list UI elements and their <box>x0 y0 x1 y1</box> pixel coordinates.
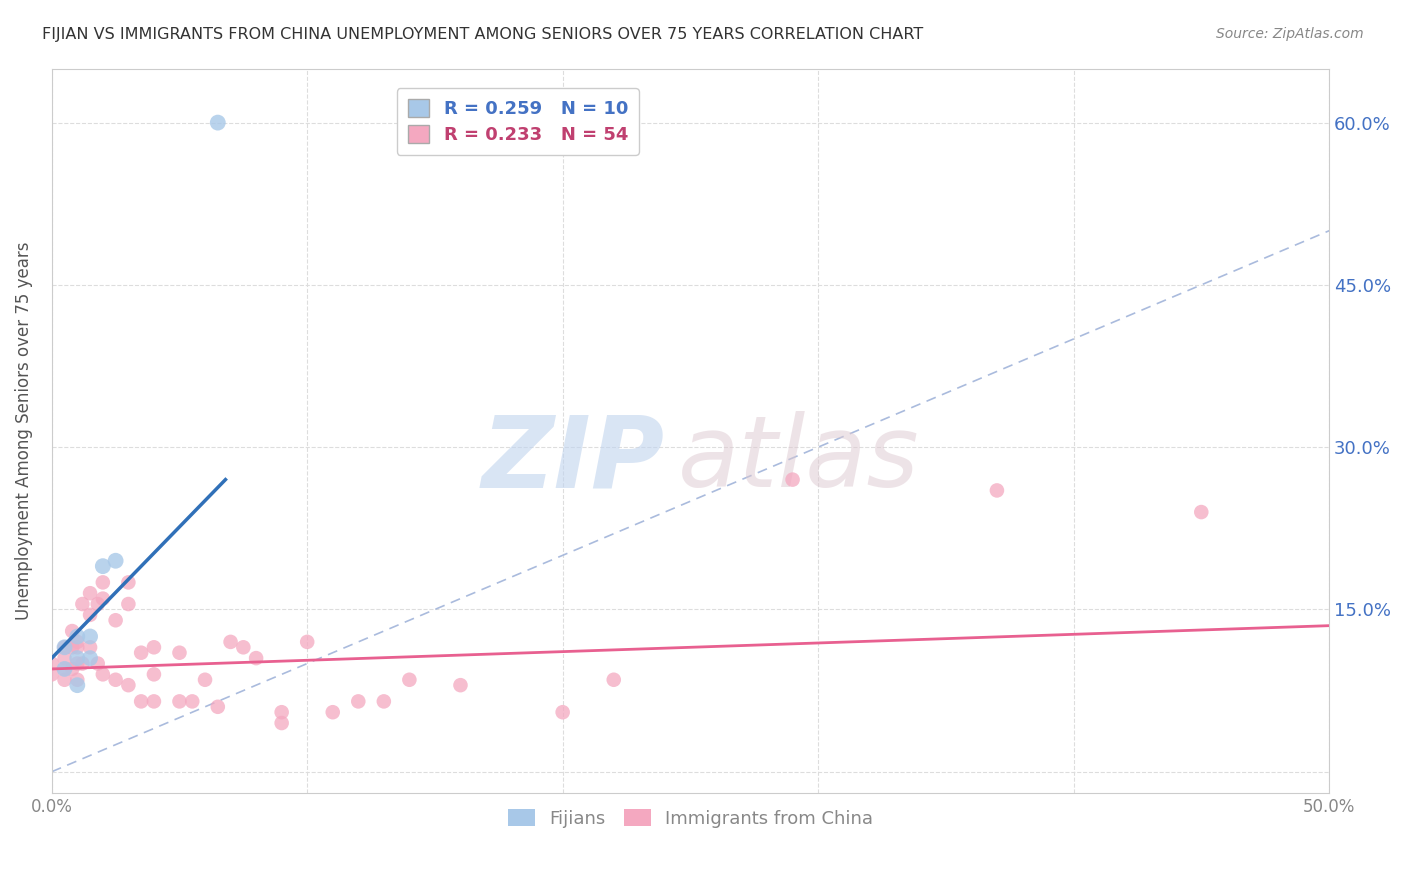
Point <box>72 597 94 611</box>
Point <box>232 640 254 655</box>
Point <box>79 651 101 665</box>
Point <box>117 678 139 692</box>
Point <box>450 678 472 692</box>
Point <box>142 694 165 708</box>
Point <box>91 667 114 681</box>
Point <box>60 662 83 676</box>
Point <box>66 635 89 649</box>
Point <box>66 673 89 687</box>
Point <box>53 640 76 655</box>
Point <box>347 694 370 708</box>
Point <box>79 607 101 622</box>
Point <box>91 559 114 574</box>
Point <box>373 694 395 708</box>
Point <box>398 673 420 687</box>
Point <box>117 575 139 590</box>
Point <box>322 705 344 719</box>
Point <box>66 678 89 692</box>
Point <box>79 586 101 600</box>
Point <box>129 694 152 708</box>
Point <box>91 575 114 590</box>
Point <box>782 473 804 487</box>
Text: FIJIAN VS IMMIGRANTS FROM CHINA UNEMPLOYMENT AMONG SENIORS OVER 75 YEARS CORRELA: FIJIAN VS IMMIGRANTS FROM CHINA UNEMPLOY… <box>42 27 924 42</box>
Point <box>551 705 574 719</box>
Point <box>87 597 110 611</box>
Text: atlas: atlas <box>678 411 920 508</box>
Point <box>142 640 165 655</box>
Y-axis label: Unemployment Among Seniors over 75 years: Unemployment Among Seniors over 75 years <box>15 242 32 620</box>
Point <box>219 635 242 649</box>
Point <box>295 635 318 649</box>
Point <box>169 694 191 708</box>
Point <box>117 597 139 611</box>
Point <box>207 115 229 129</box>
Point <box>66 657 89 671</box>
Point <box>142 667 165 681</box>
Point <box>104 673 127 687</box>
Point <box>72 657 94 671</box>
Point <box>270 716 292 731</box>
Text: Source: ZipAtlas.com: Source: ZipAtlas.com <box>1216 27 1364 41</box>
Point <box>87 657 110 671</box>
Point <box>1189 505 1212 519</box>
Point <box>66 651 89 665</box>
Point <box>79 630 101 644</box>
Point <box>169 646 191 660</box>
Point <box>603 673 626 687</box>
Point <box>79 640 101 655</box>
Point <box>41 657 63 671</box>
Point <box>270 705 292 719</box>
Legend: Fijians, Immigrants from China: Fijians, Immigrants from China <box>501 802 880 835</box>
Point <box>66 630 89 644</box>
Point <box>60 640 83 655</box>
Point <box>66 640 89 655</box>
Point <box>53 673 76 687</box>
Point <box>104 554 127 568</box>
Point <box>53 662 76 676</box>
Point <box>986 483 1008 498</box>
Point <box>104 613 127 627</box>
Point <box>60 624 83 638</box>
Point <box>181 694 204 708</box>
Point <box>53 640 76 655</box>
Point <box>53 662 76 676</box>
Text: ZIP: ZIP <box>482 411 665 508</box>
Point <box>129 646 152 660</box>
Point <box>41 667 63 681</box>
Point <box>91 591 114 606</box>
Point <box>194 673 217 687</box>
Point <box>207 699 229 714</box>
Point <box>245 651 267 665</box>
Point <box>53 651 76 665</box>
